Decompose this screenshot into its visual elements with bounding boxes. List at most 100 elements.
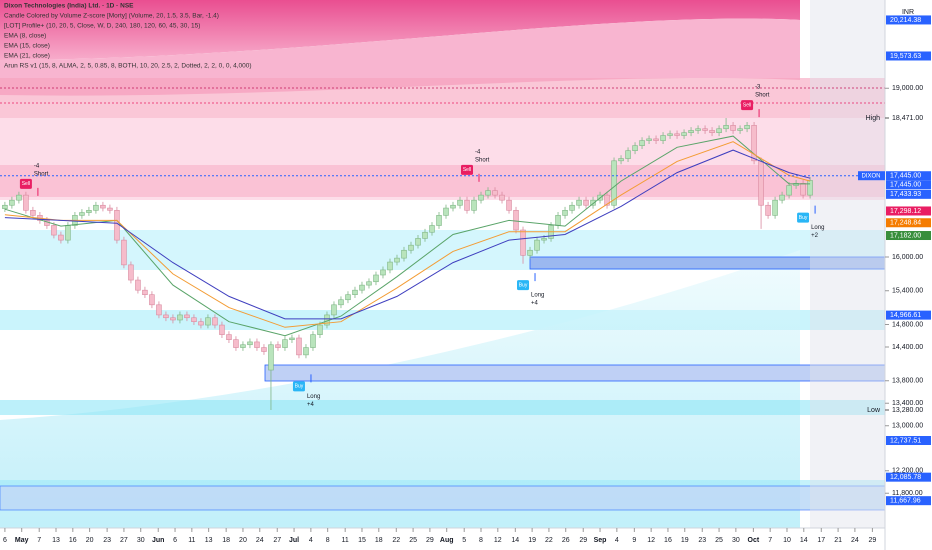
price-tag: 11,667.96 [886,496,931,506]
candle-body [695,128,701,131]
y-tick-label: 12,200.00 [892,468,923,475]
x-tick-label: 8 [479,537,483,544]
candle-body [520,229,526,256]
signal-count: -4 [475,149,481,155]
x-tick-label: 11 [342,537,349,544]
price-tag: DIXON 17,445.00 [0,171,931,181]
candle-body [16,194,22,201]
candle-body [275,344,281,348]
price-tag: 17,182.00 [886,231,931,241]
extreme-name: High [866,115,881,122]
candle-body [464,199,470,211]
candle-body [408,244,414,251]
pink-zone [0,78,885,118]
candle-body [702,128,708,131]
candle-body [303,347,309,356]
x-tick-label: 23 [698,537,706,544]
x-tick-label: Sep [594,537,607,544]
price-tag-box [886,496,931,506]
x-tick-label: 29 [426,537,434,544]
signal-tag-text: Buy [295,384,304,390]
x-tick-label: 7 [37,537,41,544]
candle-body [177,314,183,321]
candle-body [576,199,582,206]
price-tag-box [886,206,931,216]
x-tick-label: 12 [494,537,502,544]
price-tag-box [886,189,931,199]
signal: Sell Short -3 [741,85,770,118]
x-tick-label: 24 [256,537,264,544]
candle-body [639,140,645,146]
candle-body [688,130,694,133]
candle-body [499,194,505,201]
signal-text: Short [34,171,49,177]
signal-count: +4 [531,301,539,307]
candle-body [331,304,337,316]
candle-body [534,239,540,251]
blue-box [0,485,886,511]
currency: INR [902,9,914,16]
x-tick-label: 15 [358,537,366,544]
candle-body [513,210,519,231]
signal-text: Long [531,293,544,299]
price-tag-box [886,218,931,228]
candle-body [191,317,197,322]
candle-body [765,204,771,216]
candle-body [646,138,652,141]
x-tick-label: 10 [783,537,791,544]
candle-body [632,145,638,151]
candle-body [674,133,680,136]
x-tick-label: 5 [462,537,466,544]
candle-body [415,238,421,246]
symbol-tag [858,171,885,181]
x-tick-label: 24 [851,537,859,544]
x-tick-label: 17 [817,537,825,544]
x-tick-label: May [15,537,29,544]
candle-body [457,199,463,206]
signal-count: -4 [34,163,40,169]
candle-body [2,204,8,209]
candle-body [352,289,358,295]
candle-body [9,199,15,206]
signal-tag-text: Buy [799,215,808,221]
candle-body [618,158,624,162]
candle-body [779,194,785,201]
x-tick-label: 18 [375,537,383,544]
signal-text: Long [811,225,824,231]
signal-tag [19,178,32,189]
price-tag-box [886,180,931,190]
candle-body [772,199,778,216]
candle-body [282,339,288,348]
x-tick-label: 30 [137,537,145,544]
candle-body [471,199,477,211]
candle-body [198,321,204,326]
signal-tag [741,100,754,111]
future-area [810,0,885,528]
ema-line [4,135,811,337]
y-tick-label: 14,400.00 [892,344,923,351]
candle-body [128,264,134,281]
price-tag: 19,573.63 [886,51,931,61]
x-tick-label: 22 [545,537,553,544]
price-tag-label: 17,445.00 [890,182,921,189]
signal-tag-text: Sell [22,181,30,187]
x-tick-label: 6 [3,537,7,544]
x-tick-label: 21 [834,537,842,544]
y-tick-label: 13,400.00 [892,400,923,407]
candle-body [338,299,344,306]
chart-title: Dixon Technologies (India) Ltd. · 1D · N… [4,3,134,10]
blue-box [264,364,886,382]
candle-body [737,128,743,131]
legend-line: EMA (21, close) [4,53,50,60]
x-tick-label: 4 [309,537,313,544]
y-tick-label: 15,400.00 [892,288,923,295]
candle-body [625,150,631,159]
y-tick-label: 13,800.00 [892,378,923,385]
x-tick-label: 19 [528,537,536,544]
candle-body [681,132,687,136]
candle-body [345,294,351,301]
candle-body [541,238,547,241]
price-tag-box [886,472,931,482]
